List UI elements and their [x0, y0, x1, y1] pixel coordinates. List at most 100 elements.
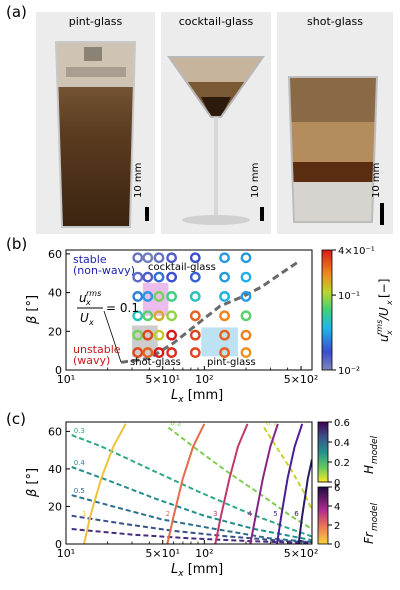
fr-contour-label: 2	[166, 510, 170, 518]
data-point	[153, 271, 165, 283]
data-point	[166, 291, 178, 302]
h-contour-line	[71, 494, 312, 544]
shot-scale-bar	[380, 203, 384, 225]
chart-b-threshold-annotation: u x rms U x = 0.1	[77, 289, 139, 327]
svg-text:Fr: Fr	[362, 531, 376, 544]
threshold-numerator: u	[79, 291, 87, 305]
chart-c-fr-colorbar-tick-label: 6	[334, 483, 340, 494]
fr-contour-line	[249, 423, 279, 544]
data-point	[219, 271, 230, 283]
svg-text:model: model	[370, 502, 380, 531]
chart-b-wavy-label: (wavy)	[73, 354, 110, 367]
chart-c-h-colorbar-tick-label: 0.4	[334, 438, 350, 449]
data-point	[153, 310, 165, 322]
data-point	[166, 329, 178, 341]
pint-glass-title: pint-glass	[68, 15, 123, 28]
chart-c-ytick-label: 0	[55, 538, 62, 551]
chart-b-unstable-label: unstable	[73, 343, 121, 356]
data-point	[166, 271, 178, 283]
threshold-pointer	[103, 310, 122, 363]
chart-c-xlabel: Lx [mm]	[171, 562, 223, 579]
pint-glass-illustration	[36, 12, 155, 234]
pint-scale-bar	[145, 207, 149, 221]
chart-c-fr-colorbar-label: Fr model	[362, 502, 380, 544]
chart-b-colorbar-tick-label: 4×10⁻¹	[338, 246, 375, 257]
fr-contour-label: 5	[273, 510, 277, 518]
data-point	[142, 271, 154, 283]
chart-c: 0.1 0.2 0.3 0.4 0.5 1 2 3 4 5 6 10¹ 5×10¹ 10² 5×10² 0…	[25, 418, 380, 579]
shot-glass-photo: shot-glass	[277, 12, 393, 234]
data-point	[189, 310, 201, 322]
svg-text:u: u	[377, 334, 391, 342]
svg-text:[−]: [−]	[377, 279, 391, 298]
chart-c-h-colorbar-label: H model	[362, 435, 380, 474]
chart-c-ylabel: β [°]	[25, 468, 40, 498]
fr-contour-line	[297, 459, 312, 544]
data-point	[132, 347, 144, 358]
data-point	[240, 310, 252, 322]
data-point	[153, 252, 165, 264]
cocktail-glass-title: cocktail-glass	[178, 15, 254, 28]
data-point	[219, 329, 230, 341]
data-point	[189, 291, 201, 302]
data-point	[153, 347, 165, 358]
panel-a-label: (a)	[6, 3, 27, 21]
chart-b-ytick-label: 40	[48, 287, 62, 300]
svg-text:H: H	[362, 465, 376, 474]
svg-text:model: model	[370, 435, 380, 464]
chart-b-pint-label: pint-glass	[207, 357, 256, 368]
pint-glass-photo: pint-glass	[36, 12, 155, 234]
chart-c-ytick-label: 20	[48, 500, 62, 513]
chart-c-h-colorbar	[317, 421, 329, 483]
chart-b-stable-label: stable	[73, 253, 107, 266]
chart-b-ytick-label: 0	[55, 364, 62, 377]
data-point	[240, 291, 252, 302]
fr-contour-label: 4	[248, 510, 253, 518]
threshold-denominator: U	[80, 311, 89, 325]
panel-b-label: (b)	[6, 235, 28, 253]
threshold-curve	[120, 260, 300, 364]
data-point	[132, 310, 144, 322]
h-contour-label: 0.5	[74, 487, 85, 495]
cocktail-glass-photo: cocktail-glass	[161, 12, 271, 234]
chart-b-xtick-label: 10²	[195, 373, 213, 386]
threshold-numerator-sub: x	[85, 298, 91, 307]
threshold-equals: = 0.1	[106, 301, 139, 315]
fr-contour-label: 3	[213, 510, 217, 518]
data-point	[142, 252, 154, 264]
data-point	[142, 310, 154, 322]
cocktail-scale-label: 10 mm	[250, 162, 261, 198]
data-point	[142, 329, 154, 341]
chart-c-xtick-label: 10²	[195, 547, 213, 560]
shot-glass-illustration	[277, 12, 393, 234]
chart-b-colorbar-tick-label: 10⁻¹	[338, 291, 360, 302]
fr-contour-line	[166, 423, 206, 544]
cocktail-scale-bar	[260, 207, 264, 221]
chart-b-nonwavy-label: (non-wavy)	[73, 264, 135, 277]
data-point	[219, 310, 230, 322]
h-contour-line	[71, 528, 312, 544]
fr-contour-label: 6	[294, 510, 299, 518]
data-point	[132, 291, 144, 302]
shot-scale-label: 10 mm	[371, 162, 382, 198]
h-contour-line	[71, 434, 312, 538]
chart-b-colorbar-tick-label: 10⁻²	[338, 366, 360, 377]
chart-c-ytick-label: 40	[48, 463, 62, 476]
data-point	[189, 252, 201, 264]
h-contour-line	[71, 514, 312, 544]
h-contour-label: 0.4	[74, 459, 86, 467]
fr-contour-label: 1	[82, 510, 86, 518]
data-point	[166, 347, 178, 358]
h-contour-label: 0.1	[266, 420, 277, 428]
data-point	[153, 329, 165, 341]
fr-contour-line	[83, 423, 127, 544]
chart-c-h-colorbar-tick-label: 0.2	[334, 458, 350, 469]
chart-b-ytick-label: 20	[48, 325, 62, 338]
chart-c-fr-colorbar	[317, 486, 329, 545]
chart-b-xtick-label: 5×10¹	[145, 373, 180, 386]
data-point	[153, 291, 165, 302]
data-point	[240, 271, 252, 283]
data-point	[166, 252, 178, 264]
chart-b-xlabel: Lx [mm]	[171, 388, 223, 405]
chart-b-xtick-label: 10¹	[57, 373, 75, 386]
